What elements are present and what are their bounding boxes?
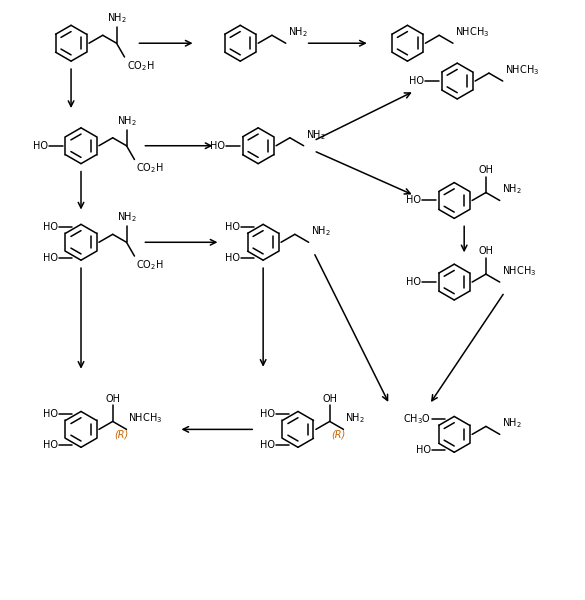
Text: NH$_2$: NH$_2$	[311, 224, 331, 238]
Text: HO: HO	[417, 445, 431, 455]
Text: OH: OH	[105, 394, 120, 404]
Text: HO: HO	[33, 141, 48, 151]
Text: HO: HO	[260, 440, 275, 450]
Text: OH: OH	[322, 394, 337, 404]
Text: NHCH$_3$: NHCH$_3$	[129, 412, 163, 425]
Text: HO: HO	[43, 440, 58, 450]
Text: NH$_2$: NH$_2$	[305, 128, 325, 142]
Text: NH$_2$: NH$_2$	[346, 412, 366, 425]
Text: NH$_2$: NH$_2$	[288, 25, 308, 39]
Text: HO: HO	[43, 222, 58, 232]
Text: NHCH$_3$: NHCH$_3$	[502, 265, 536, 278]
Text: (R): (R)	[332, 430, 346, 439]
Text: NH$_2$: NH$_2$	[116, 114, 136, 128]
Text: HO: HO	[225, 222, 240, 232]
Text: HO: HO	[407, 196, 421, 205]
Text: CO$_2$H: CO$_2$H	[126, 59, 154, 73]
Text: CO$_2$H: CO$_2$H	[136, 258, 164, 272]
Text: NH$_2$: NH$_2$	[106, 11, 126, 25]
Text: NH$_2$: NH$_2$	[502, 182, 522, 196]
Text: (R): (R)	[115, 430, 129, 439]
Text: CH$_3$O: CH$_3$O	[403, 412, 431, 426]
Text: NHCH$_3$: NHCH$_3$	[455, 25, 489, 39]
Text: NH$_2$: NH$_2$	[502, 416, 522, 430]
Text: OH: OH	[479, 164, 493, 175]
Text: HO: HO	[407, 277, 421, 287]
Text: CO$_2$H: CO$_2$H	[136, 161, 164, 175]
Text: HO: HO	[43, 409, 58, 419]
Text: HO: HO	[260, 409, 275, 419]
Text: HO: HO	[211, 141, 225, 151]
Text: HO: HO	[410, 76, 424, 86]
Text: NHCH$_3$: NHCH$_3$	[505, 63, 539, 77]
Text: NH$_2$: NH$_2$	[116, 211, 136, 224]
Text: HO: HO	[43, 253, 58, 263]
Text: HO: HO	[225, 253, 240, 263]
Text: OH: OH	[479, 246, 493, 256]
